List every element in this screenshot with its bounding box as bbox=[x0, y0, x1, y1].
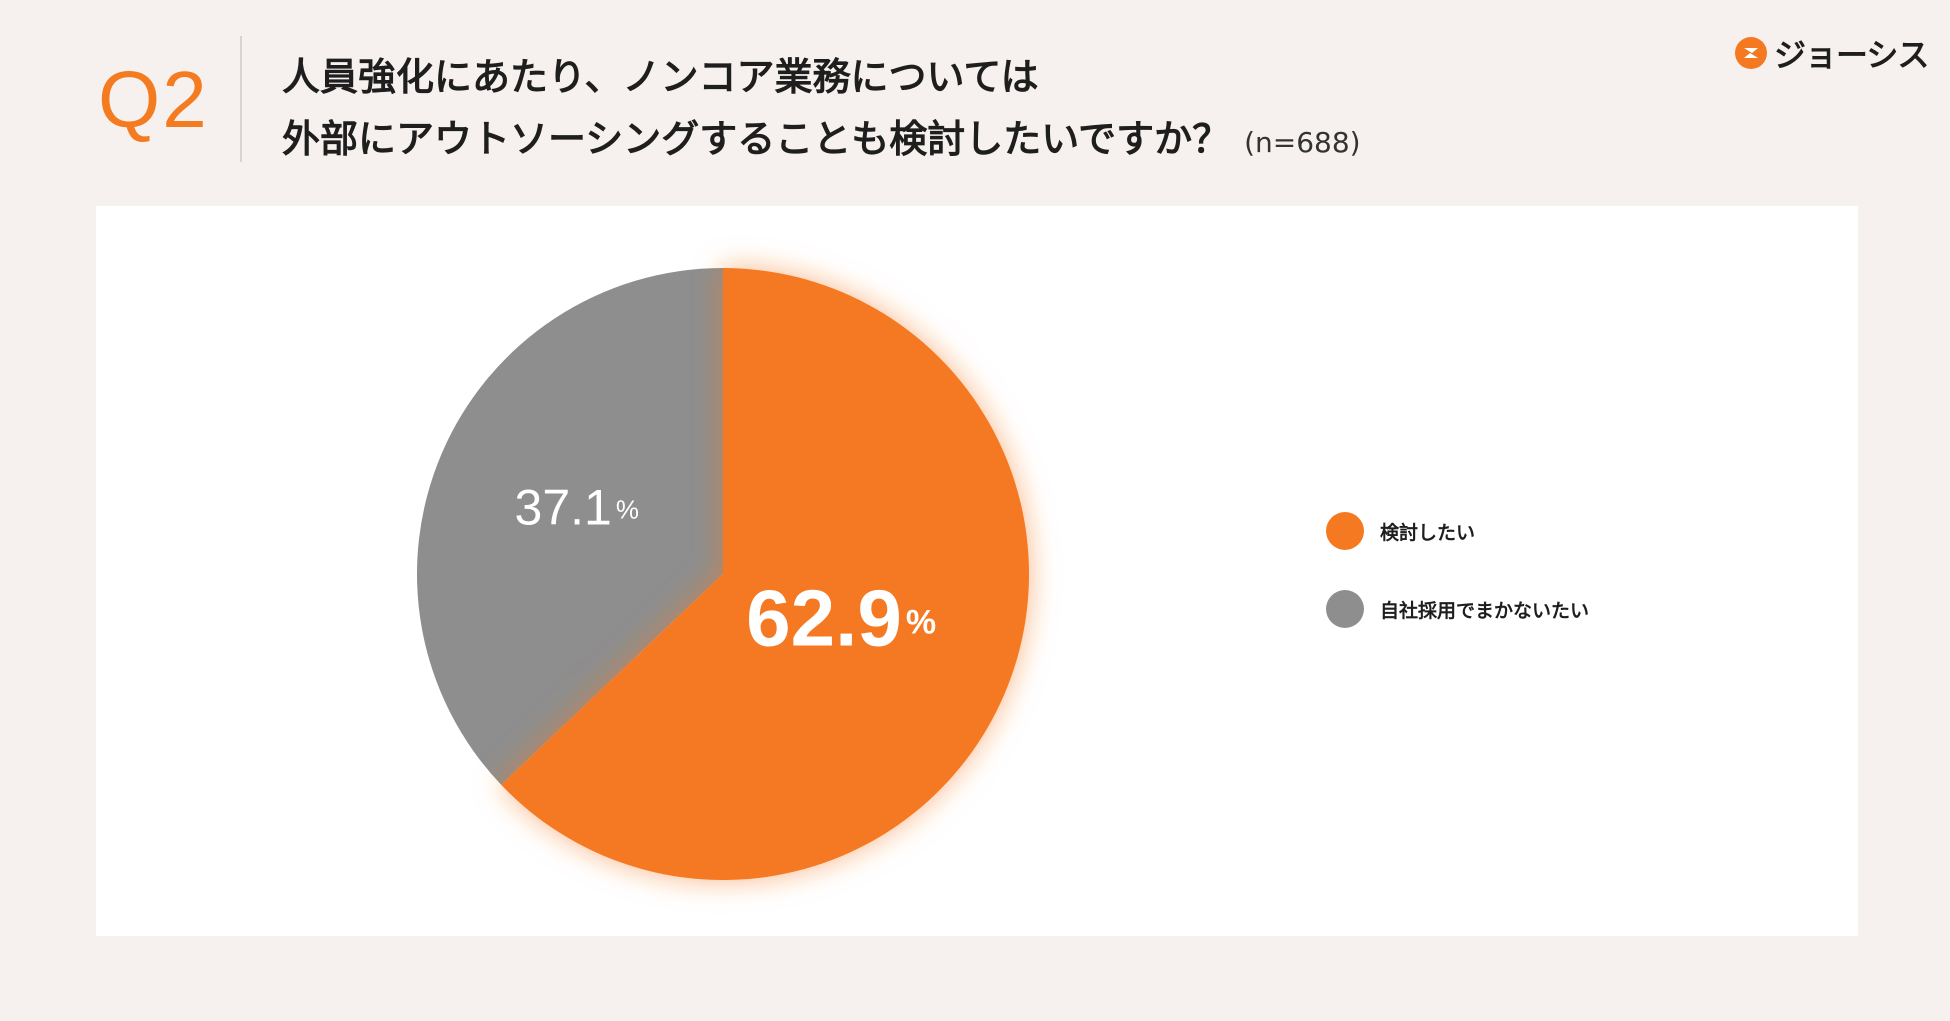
pie-label-in-house: 37.1% bbox=[515, 479, 639, 535]
legend-item-in-house: 自社採用でまかないたい bbox=[1326, 589, 1589, 629]
question-number: Q2 bbox=[98, 55, 209, 144]
legend-label-consider: 検討したい bbox=[1380, 521, 1476, 544]
pie-label-consider: 62.9% bbox=[746, 574, 936, 663]
question-line-1: 人員強化にあたり、ノンコア業務については bbox=[282, 55, 1039, 99]
question-text: 人員強化にあたり、ノンコア業務については 外部にアウトソーシングすることも検討し… bbox=[282, 46, 1361, 174]
pie-chart: 62.9 % 37.1% bbox=[417, 268, 1030, 880]
sample-size: (n=688) bbox=[1244, 126, 1361, 159]
joshys-logo-icon bbox=[1735, 37, 1767, 69]
chart-panel: 62.9% 37.1% 検討したい 自社採用でまかないたい bbox=[96, 206, 1858, 936]
legend-label-in-house: 自社採用でまかないたい bbox=[1380, 599, 1590, 622]
legend-swatch-in-house bbox=[1326, 590, 1364, 628]
brand-logo: ジョーシス bbox=[1734, 30, 1929, 76]
question-line-2-text: 外部にアウトソーシングすることも検討したいですか？ bbox=[282, 117, 1231, 161]
legend-item-consider: 検討したい bbox=[1326, 511, 1589, 551]
pie-slice-consider bbox=[501, 268, 1030, 880]
legend-swatch-consider bbox=[1326, 512, 1364, 550]
pie-slice-in-house bbox=[417, 268, 723, 785]
question-line-2: 外部にアウトソーシングすることも検討したいですか？ (n=688) bbox=[282, 108, 1361, 174]
header-divider bbox=[240, 36, 242, 162]
logo-text: ジョーシス bbox=[1774, 36, 1929, 74]
chart-legend: 検討したい 自社採用でまかないたい bbox=[1326, 511, 1589, 667]
